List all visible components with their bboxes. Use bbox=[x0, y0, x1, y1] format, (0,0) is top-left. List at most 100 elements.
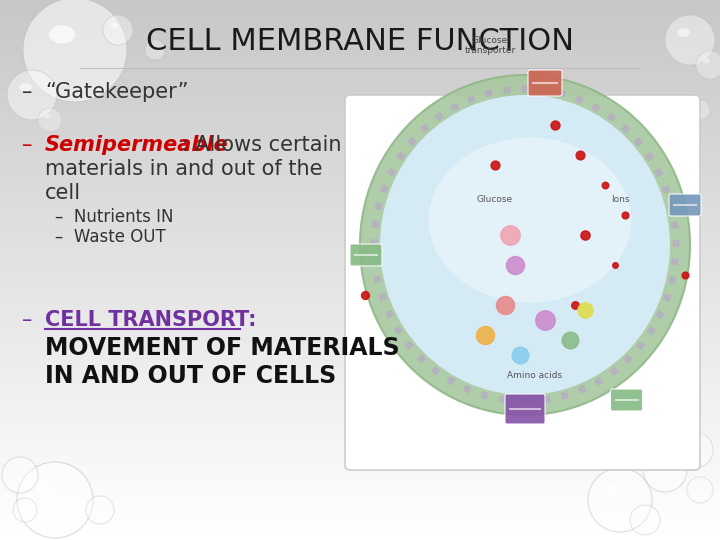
Circle shape bbox=[38, 108, 62, 132]
Bar bbox=[0, 117, 720, 119]
Bar bbox=[0, 533, 720, 535]
Bar bbox=[0, 488, 720, 490]
Ellipse shape bbox=[49, 25, 75, 44]
Bar bbox=[0, 286, 720, 288]
Bar bbox=[0, 470, 720, 471]
Bar bbox=[0, 160, 720, 162]
Bar bbox=[0, 324, 720, 326]
Bar bbox=[0, 459, 720, 461]
Bar bbox=[0, 360, 720, 362]
Bar bbox=[0, 353, 720, 355]
Bar bbox=[0, 153, 720, 155]
Text: –: – bbox=[22, 82, 32, 102]
Bar bbox=[0, 344, 720, 346]
Bar bbox=[0, 140, 720, 142]
Bar bbox=[0, 355, 720, 356]
Bar bbox=[0, 50, 720, 52]
Bar bbox=[0, 123, 720, 124]
Bar bbox=[0, 515, 720, 517]
Bar bbox=[0, 72, 720, 74]
FancyBboxPatch shape bbox=[528, 70, 562, 96]
Bar bbox=[0, 477, 720, 479]
Text: MOVEMENT OF MATERIALS: MOVEMENT OF MATERIALS bbox=[45, 336, 400, 360]
Bar bbox=[0, 151, 720, 153]
Bar bbox=[0, 228, 720, 231]
Bar bbox=[0, 417, 720, 420]
Bar bbox=[0, 205, 720, 207]
Bar bbox=[0, 32, 720, 34]
Bar bbox=[0, 108, 720, 110]
Bar bbox=[0, 139, 720, 140]
Bar bbox=[0, 331, 720, 333]
Bar bbox=[0, 31, 720, 32]
Bar bbox=[0, 304, 720, 306]
Circle shape bbox=[23, 0, 127, 102]
Bar bbox=[0, 373, 720, 374]
Bar bbox=[0, 482, 720, 484]
Bar bbox=[0, 54, 720, 56]
Bar bbox=[0, 155, 720, 157]
Bar bbox=[0, 92, 720, 93]
Bar bbox=[0, 536, 720, 538]
Bar bbox=[0, 234, 720, 236]
Circle shape bbox=[86, 496, 114, 524]
Bar bbox=[0, 444, 720, 447]
Bar bbox=[0, 362, 720, 363]
FancyBboxPatch shape bbox=[669, 194, 701, 216]
Bar bbox=[0, 36, 720, 38]
Bar bbox=[0, 236, 720, 238]
Bar bbox=[0, 4, 720, 5]
Bar bbox=[0, 97, 720, 99]
Bar bbox=[0, 319, 720, 320]
Bar bbox=[0, 292, 720, 293]
Bar bbox=[0, 302, 720, 304]
Text: : Allows certain: : Allows certain bbox=[175, 135, 341, 155]
Bar bbox=[0, 366, 720, 367]
Bar bbox=[0, 428, 720, 430]
Bar bbox=[0, 358, 720, 360]
Bar bbox=[0, 443, 720, 444]
Bar bbox=[0, 439, 720, 441]
Bar bbox=[0, 282, 720, 285]
Bar bbox=[0, 351, 720, 353]
Bar bbox=[0, 504, 720, 506]
Bar bbox=[0, 405, 720, 407]
Text: Glucose: Glucose bbox=[477, 195, 513, 205]
Bar bbox=[0, 164, 720, 166]
Bar bbox=[0, 416, 720, 417]
Ellipse shape bbox=[695, 105, 700, 109]
Text: Amino acids: Amino acids bbox=[508, 370, 562, 380]
Bar bbox=[0, 34, 720, 36]
Bar bbox=[0, 524, 720, 525]
Ellipse shape bbox=[93, 503, 100, 508]
Bar bbox=[0, 15, 720, 16]
Bar bbox=[0, 339, 720, 340]
Bar bbox=[0, 96, 720, 97]
Bar bbox=[0, 346, 720, 347]
Bar bbox=[0, 193, 720, 194]
Bar bbox=[0, 409, 720, 410]
Bar bbox=[0, 157, 720, 158]
Bar bbox=[0, 0, 720, 2]
Bar bbox=[0, 414, 720, 416]
Bar bbox=[0, 43, 720, 45]
Bar bbox=[0, 38, 720, 39]
FancyBboxPatch shape bbox=[345, 95, 700, 470]
Bar bbox=[0, 293, 720, 295]
Text: Glucose
transporter: Glucose transporter bbox=[464, 36, 516, 55]
Bar bbox=[0, 227, 720, 228]
Bar bbox=[0, 158, 720, 160]
Bar bbox=[0, 508, 720, 509]
Bar bbox=[0, 490, 720, 491]
Ellipse shape bbox=[428, 138, 631, 302]
Bar bbox=[0, 185, 720, 187]
Circle shape bbox=[643, 448, 687, 492]
Bar bbox=[0, 137, 720, 139]
Bar bbox=[0, 79, 720, 81]
Bar bbox=[0, 420, 720, 421]
Bar bbox=[0, 29, 720, 31]
Bar bbox=[0, 144, 720, 146]
Bar bbox=[0, 412, 720, 414]
Bar bbox=[0, 201, 720, 204]
Bar bbox=[0, 56, 720, 58]
